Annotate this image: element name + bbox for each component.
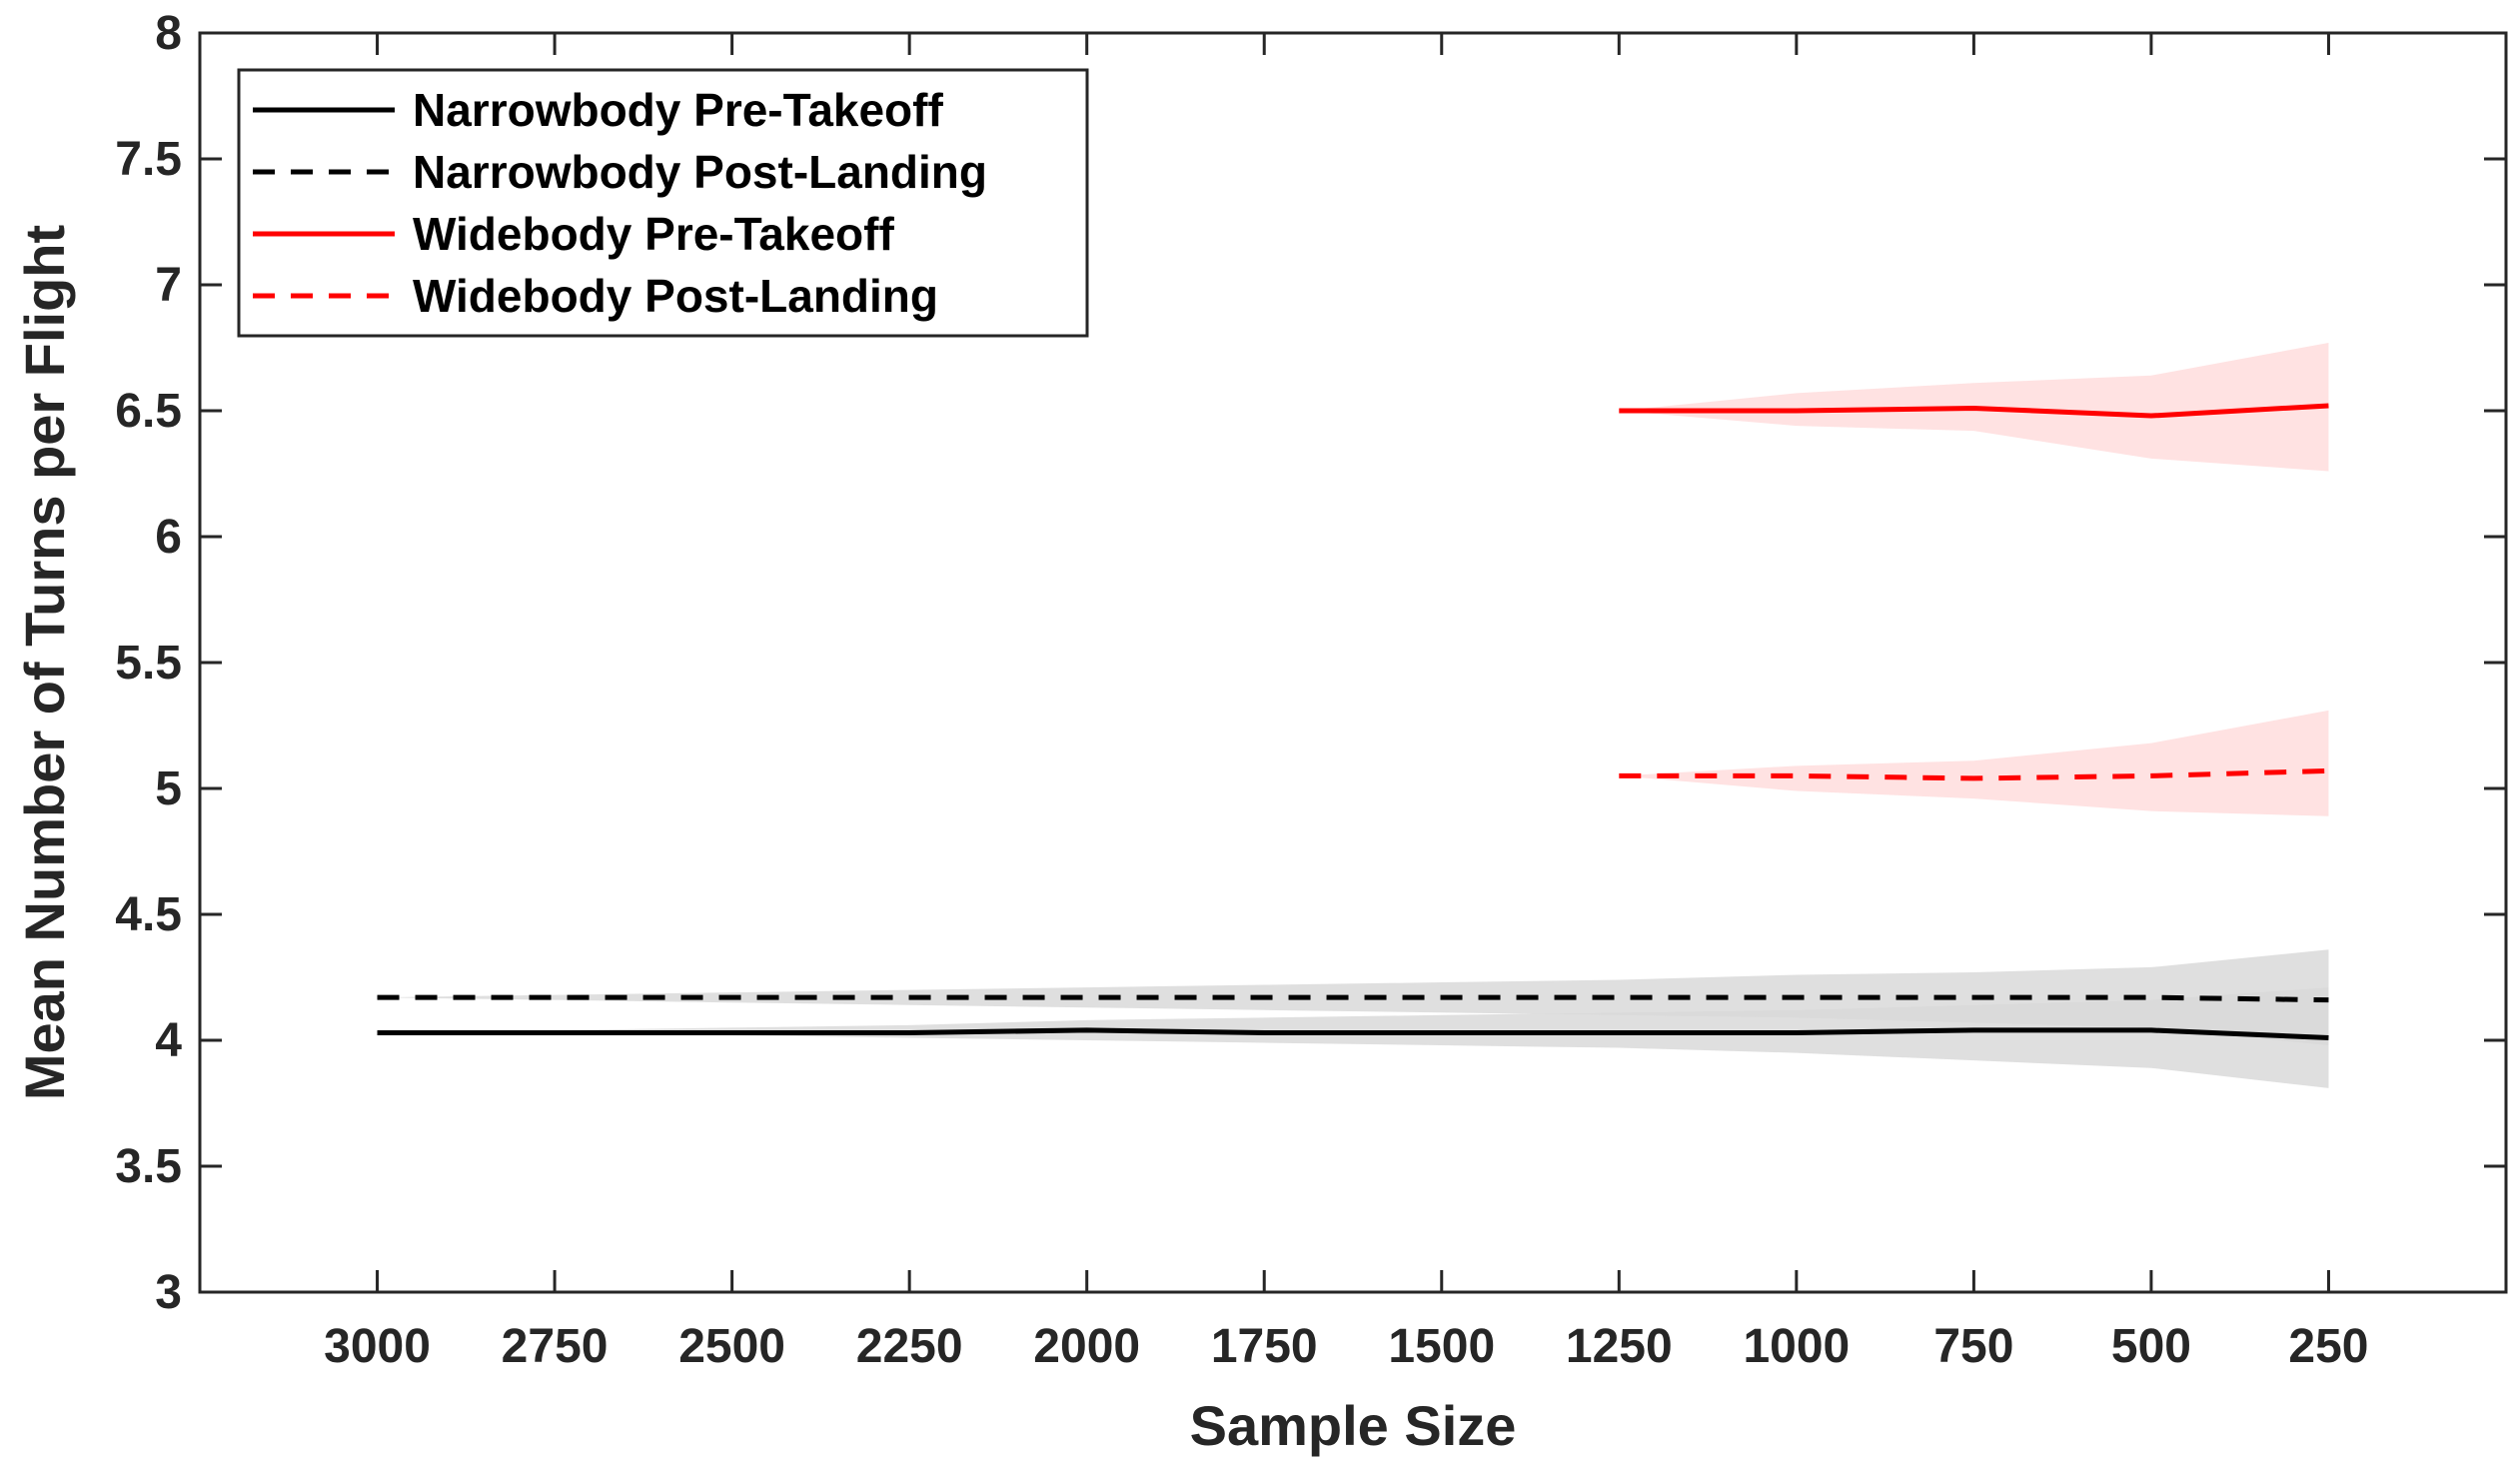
x-tick-label-5: 1750 [1211, 1320, 1318, 1373]
x-tick-label-2: 2500 [678, 1320, 785, 1373]
x-axis-title: Sample Size [1190, 1394, 1517, 1457]
x-tick-label-6: 1500 [1388, 1320, 1495, 1373]
confidence-band-3 [1619, 710, 2329, 816]
x-tick-label-9: 750 [1933, 1320, 2013, 1373]
y-tick-label-0: 3 [155, 1266, 182, 1319]
series-line-0 [377, 1027, 2329, 1040]
x-tick-label-7: 1250 [1566, 1320, 1673, 1373]
series-line-1 [377, 994, 2329, 1003]
confidence-band-1 [377, 949, 2329, 1046]
legend-label-0: Narrowbody Pre-Takeoff [413, 84, 943, 136]
series-line-2 [1619, 403, 2329, 419]
x-tick-label-10: 500 [2111, 1320, 2191, 1373]
y-tick-label-2: 4 [155, 1014, 182, 1067]
x-tick-label-1: 2750 [502, 1320, 609, 1373]
y-tick-label-7: 6.5 [115, 385, 182, 438]
y-tick-label-3: 4.5 [115, 888, 182, 941]
y-tick-label-1: 3.5 [115, 1140, 182, 1193]
x-tick-label-4: 2000 [1033, 1320, 1140, 1373]
legend: Narrowbody Pre-Takeoff Narrowbody Post-La… [237, 68, 1089, 338]
x-tick-label-11: 250 [2288, 1320, 2368, 1373]
x-tick-label-8: 1000 [1743, 1320, 1850, 1373]
y-tick-label-9: 7.5 [115, 133, 182, 186]
series-line-3 [1619, 767, 2329, 781]
y-tick-label-5: 5.5 [115, 637, 182, 690]
y-tick-label-6: 6 [155, 511, 182, 564]
y-axis-ticks: 3 3.5 4 4.5 5 5.5 6 6.5 7 7.5 8 [115, 7, 2506, 1319]
series-lines [377, 403, 2329, 1040]
x-tick-label-3: 2250 [856, 1320, 963, 1373]
legend-box [237, 68, 1089, 338]
legend-label-1: Narrowbody Post-Landing [413, 146, 987, 198]
y-tick-label-8: 7 [155, 259, 182, 312]
y-tick-label-10: 8 [155, 7, 182, 60]
y-axis-title: Mean Number of Turns per Flight [13, 225, 76, 1100]
y-tick-label-4: 5 [155, 762, 182, 815]
legend-label-3: Widebody Post-Landing [413, 270, 938, 322]
legend-label-2: Widebody Pre-Takeoff [413, 208, 894, 260]
x-axis-ticks: 3000 2750 2500 2250 2000 1750 1500 1250 1000 750 5… [324, 33, 2369, 1373]
x-tick-label-0: 3000 [324, 1320, 431, 1373]
